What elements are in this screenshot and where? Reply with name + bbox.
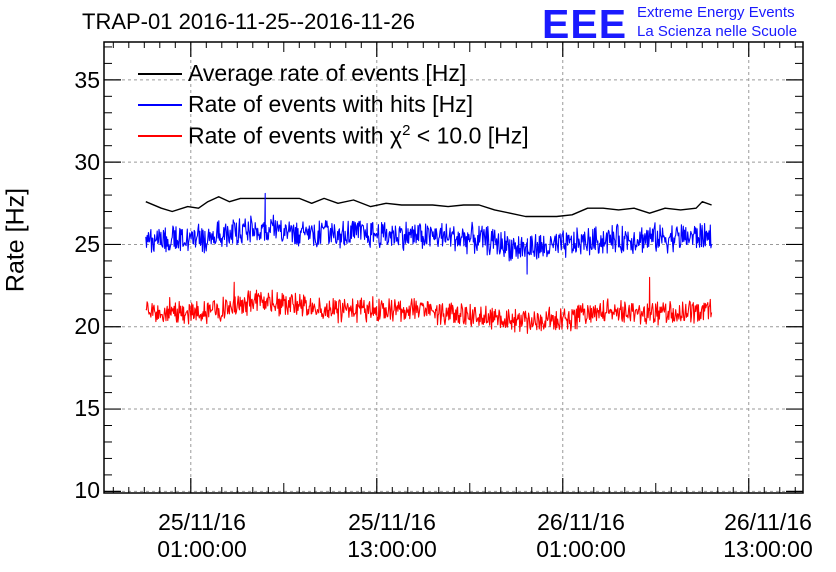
eee-logo-text: Extreme Energy Events La Scienza nelle S… <box>637 3 797 41</box>
y-tick-label-35: 35 <box>74 67 100 93</box>
y-tick-label-30: 30 <box>74 149 100 175</box>
y-tick-label-10: 10 <box>74 477 100 503</box>
x-tick-label-1: 25/11/16 01:00:00 <box>137 509 267 563</box>
series-line-0 <box>145 196 712 218</box>
x-tick-time: 13:00:00 <box>347 536 437 562</box>
legend-swatch-average <box>138 72 182 75</box>
series-group <box>145 192 713 334</box>
legend-label-average: Average rate of events [Hz] <box>188 60 467 86</box>
legend-label-chi2-sup: 2 <box>402 121 411 139</box>
legend-label-chi2-suffix: < 10.0 [Hz] <box>410 122 529 149</box>
legend-swatch-hits <box>138 103 182 106</box>
y-axis-label-wrap: Rate [Hz] <box>1 187 30 293</box>
eee-logo: EEE <box>542 1 628 47</box>
series-line-2 <box>145 276 713 334</box>
legend-entry-hits: Rate of events with hits [Hz] <box>138 89 529 120</box>
series-line-1 <box>145 192 713 275</box>
legend: Average rate of events [Hz] Rate of even… <box>138 58 529 151</box>
legend-label-chi2-prefix: Rate of events with χ <box>188 122 403 149</box>
x-tick-time: 01:00:00 <box>157 536 247 562</box>
y-tick-label-15: 15 <box>74 395 100 421</box>
legend-entry-average: Average rate of events [Hz] <box>138 58 529 89</box>
legend-label-hits: Rate of events with hits [Hz] <box>188 91 474 117</box>
x-tick-time: 13:00:00 <box>723 536 813 562</box>
y-tick-label-20: 20 <box>74 313 100 339</box>
x-tick-label-3: 26/11/16 01:00:00 <box>516 509 646 563</box>
y-tick-label-25: 25 <box>74 231 100 257</box>
plot-frame <box>103 41 804 494</box>
x-tick-date: 25/11/16 <box>348 509 436 535</box>
legend-swatch-chi2 <box>138 134 182 137</box>
logo-line-1: Extreme Energy Events <box>637 4 795 21</box>
x-tick-time: 01:00:00 <box>536 536 626 562</box>
legend-label-chi2: Rate of events with χ2 < 10.0 [Hz] <box>188 122 529 150</box>
legend-entry-chi2: Rate of events with χ2 < 10.0 [Hz] <box>138 120 529 151</box>
x-tick-label-4: 26/11/16 13:00:00 <box>703 509 833 563</box>
x-tick-date: 26/11/16 <box>537 509 625 535</box>
logo-line-2: La Scienza nelle Scuole <box>637 23 798 40</box>
x-tick-date: 26/11/16 <box>724 509 812 535</box>
y-axis-label: Rate [Hz] <box>1 187 30 293</box>
x-tick-label-2: 25/11/16 13:00:00 <box>327 509 457 563</box>
chart-title: TRAP-01 2016-11-25--2016-11-26 <box>82 9 416 34</box>
x-tick-date: 25/11/16 <box>158 509 246 535</box>
axis-ticks <box>104 42 803 493</box>
